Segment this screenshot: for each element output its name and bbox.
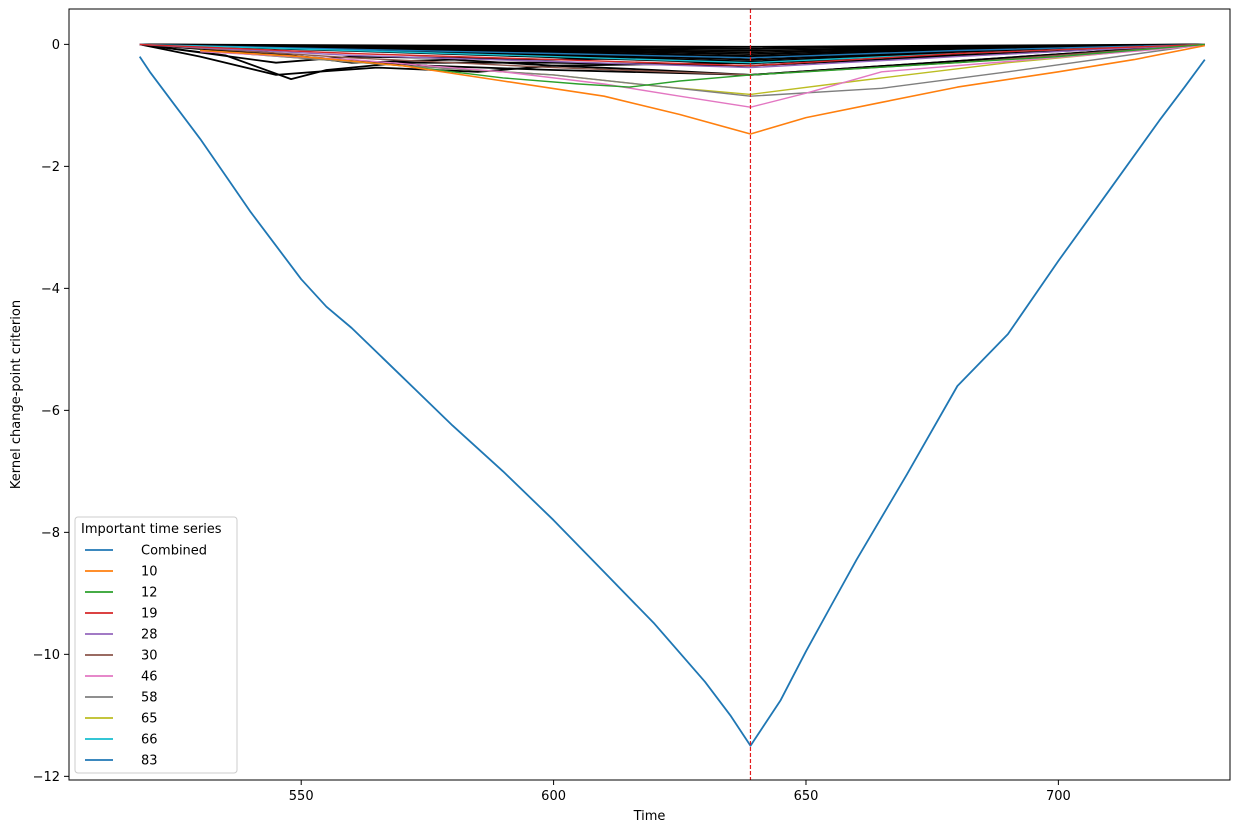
x-tick-label: 550 bbox=[289, 789, 314, 804]
legend-label: 10 bbox=[141, 565, 158, 580]
legend-label: 12 bbox=[141, 586, 158, 601]
y-tick-label: −8 bbox=[41, 526, 60, 541]
legend-label: Combined bbox=[141, 544, 207, 559]
legend-box bbox=[74, 516, 238, 774]
series-line-combined bbox=[138, 56, 1206, 747]
y-tick-label: −12 bbox=[33, 770, 60, 785]
legend-label: 66 bbox=[141, 733, 158, 748]
legend: Important time series Combined 10 12 19 28 30… bbox=[74, 516, 238, 774]
y-tick-label: 0 bbox=[52, 38, 60, 53]
y-axis-label: Kernel change-point criterion bbox=[9, 300, 24, 489]
plot-area-frame bbox=[68, 8, 1231, 781]
legend-title: Important time series bbox=[81, 522, 222, 537]
legend-label: 65 bbox=[141, 712, 158, 727]
series-line-28 bbox=[139, 43, 1205, 69]
legend-label: 46 bbox=[141, 670, 158, 685]
series-line-83 bbox=[139, 43, 1205, 59]
legend-label: 83 bbox=[141, 754, 158, 769]
y-tick-label: −6 bbox=[41, 404, 60, 419]
x-tick-label: 600 bbox=[541, 789, 566, 804]
legend-entries: Combined 10 12 19 28 30 46 58 65 66 83 bbox=[85, 544, 207, 769]
legend-label: 58 bbox=[141, 691, 158, 706]
y-tick-label: −2 bbox=[41, 160, 60, 175]
series-line-10 bbox=[200, 44, 1205, 135]
legend-label: 30 bbox=[141, 649, 158, 664]
x-axis-ticks: 550 600 650 700 bbox=[289, 780, 1071, 804]
series-line-19 bbox=[139, 43, 1205, 67]
series-line-46 bbox=[200, 44, 1205, 108]
y-tick-label: −4 bbox=[41, 282, 60, 297]
x-tick-label: 700 bbox=[1046, 789, 1071, 804]
y-axis-ticks: 0 −2 −4 −6 −8 −10 −12 bbox=[33, 38, 69, 785]
x-axis-label: Time bbox=[633, 809, 666, 824]
legend-label: 19 bbox=[141, 607, 158, 622]
y-tick-label: −10 bbox=[33, 648, 60, 663]
legend-label: 28 bbox=[141, 628, 158, 643]
x-tick-label: 650 bbox=[794, 789, 819, 804]
